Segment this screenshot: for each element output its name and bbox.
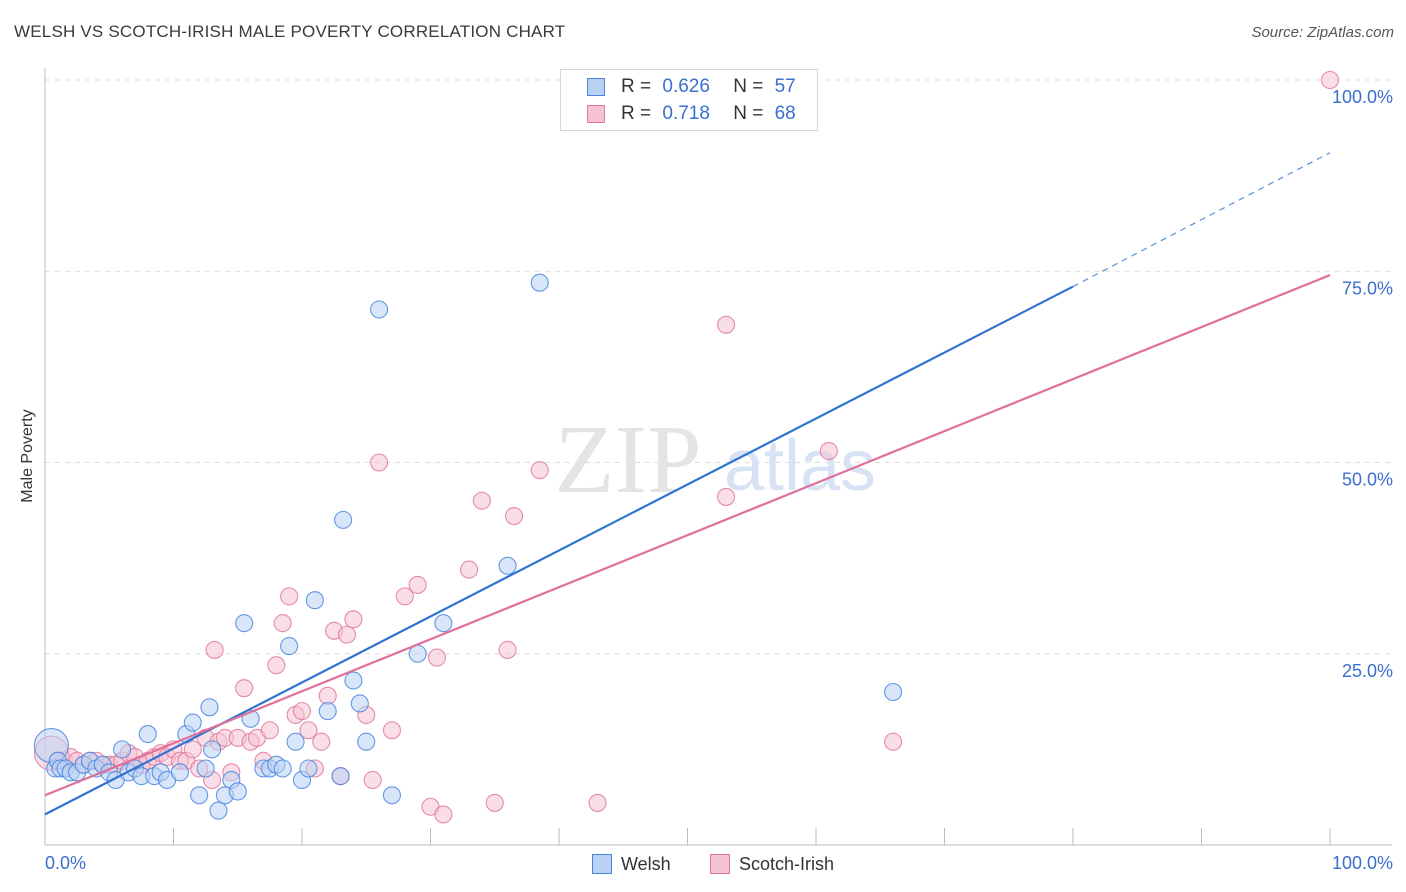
scotch-irish-point: [363, 770, 382, 790]
y-tick-label-25: 25.0%: [1342, 661, 1393, 681]
welsh-point: [382, 786, 402, 805]
scotch-irish-point: [318, 686, 337, 705]
welsh-point: [318, 702, 337, 721]
welsh-point: [884, 682, 903, 702]
r-label: R =: [621, 76, 652, 97]
y-tick-label-75: 75.0%: [1342, 278, 1393, 298]
welsh-point: [334, 510, 353, 529]
scotch-irish-legend-swatch: [710, 854, 730, 874]
scotch-irish-r-value: 0.718: [662, 103, 710, 124]
x-tick-label-0: 0.0%: [45, 853, 86, 873]
scotch-irish-point: [884, 732, 903, 751]
tick-labels: 25.0% 50.0% 75.0% 100.0% 0.0% 100.0%: [45, 87, 1393, 873]
scotch-irish-point: [395, 587, 414, 606]
scotch-irish-point: [1320, 70, 1340, 90]
welsh-point: [350, 694, 369, 713]
welsh-point: [235, 614, 254, 633]
welsh-swatch: [587, 78, 605, 96]
n-label: N =: [733, 76, 764, 97]
scotch-irish-n-value: 68: [774, 103, 796, 124]
welsh-legend-swatch: [592, 854, 612, 874]
scotch-irish-point: [183, 740, 202, 759]
legend-item-scotch-irish[interactable]: Scotch-Irish: [710, 852, 834, 876]
scotch-irish-point: [472, 491, 491, 510]
scotch-irish-point: [280, 587, 299, 606]
scotch-irish-point: [312, 732, 331, 751]
welsh-point: [331, 767, 350, 786]
scotch-irish-point: [267, 656, 286, 675]
r-label: R =: [621, 103, 652, 124]
source-label: Source: ZipAtlas.com: [1251, 24, 1394, 41]
scotch-irish-point: [427, 648, 446, 667]
welsh-point: [498, 556, 517, 575]
scotch-irish-point: [716, 487, 736, 506]
scotch-irish-point: [588, 793, 607, 812]
welsh-point: [344, 671, 363, 690]
y-tick-label-50: 50.0%: [1342, 470, 1393, 490]
scotch-irish-legend-label: Scotch-Irish: [739, 854, 835, 874]
welsh-point: [286, 732, 305, 751]
axes: [44, 68, 1392, 846]
welsh-point: [209, 801, 228, 820]
chart-title: WELSH VS SCOTCH-IRISH MALE POVERTY CORRE…: [14, 22, 566, 41]
scotch-irish-point: [260, 721, 279, 740]
scotch-irish-point: [205, 640, 224, 659]
welsh-points: [33, 70, 903, 820]
welsh-n-value: 57: [774, 76, 796, 97]
welsh-point: [113, 740, 132, 759]
welsh-trend-line: [44, 285, 1074, 816]
welsh-point: [196, 759, 215, 778]
welsh-trend-extension: [1072, 152, 1331, 288]
trend-lines: [44, 152, 1331, 816]
welsh-point: [530, 273, 549, 292]
scotch-irish-point: [485, 793, 504, 812]
welsh-point: [203, 740, 222, 759]
welsh-legend-label: Welsh: [621, 854, 671, 874]
scotch-irish-point: [530, 461, 549, 480]
stats-legend: R = 0.626 N = 57 R = 0.718 N = 68: [560, 69, 818, 131]
welsh-point: [183, 713, 202, 732]
scotch-irish-point: [434, 805, 453, 824]
welsh-point: [190, 786, 209, 805]
y-tick-label-100: 100.0%: [1332, 87, 1393, 107]
welsh-point: [273, 759, 292, 778]
grid-lines: [45, 79, 1392, 655]
welsh-point: [370, 300, 389, 319]
welsh-point: [200, 698, 219, 717]
zipatlas-watermark: ZIP atlas: [555, 406, 877, 514]
scotch-irish-point: [344, 610, 363, 629]
watermark-atlas: atlas: [724, 426, 876, 506]
scotch-irish-point: [292, 702, 312, 721]
scotch-irish-trend-line: [44, 274, 1331, 797]
scotch-irish-point: [299, 721, 318, 740]
scotch-irish-point: [273, 614, 292, 633]
scotch-irish-point: [382, 721, 402, 740]
welsh-point: [170, 763, 189, 782]
welsh-r-value: 0.626: [662, 76, 710, 97]
scotch-irish-swatch: [587, 105, 605, 123]
scotch-irish-point: [716, 315, 736, 334]
welsh-point: [280, 637, 299, 656]
scotch-irish-point: [337, 625, 357, 644]
welsh-point: [228, 782, 247, 801]
scotch-irish-point: [498, 640, 517, 659]
scotch-irish-point: [235, 679, 254, 698]
welsh-point: [138, 725, 157, 744]
scotch-irish-point: [504, 506, 524, 526]
scotch-irish-point: [408, 575, 427, 594]
series-legend: Welsh Scotch-Irish: [0, 852, 1406, 878]
x-tick-label-100: 100.0%: [1332, 853, 1393, 873]
n-label: N =: [733, 103, 764, 124]
legend-item-welsh[interactable]: Welsh: [592, 852, 671, 876]
scotch-irish-point: [370, 453, 389, 472]
welsh-point: [357, 732, 376, 751]
welsh-point: [434, 614, 453, 633]
watermark-zip: ZIP: [555, 406, 702, 514]
scotch-irish-point: [459, 560, 479, 579]
welsh-point: [299, 759, 318, 778]
scotch-irish-point: [819, 441, 838, 461]
welsh-point: [305, 591, 324, 610]
